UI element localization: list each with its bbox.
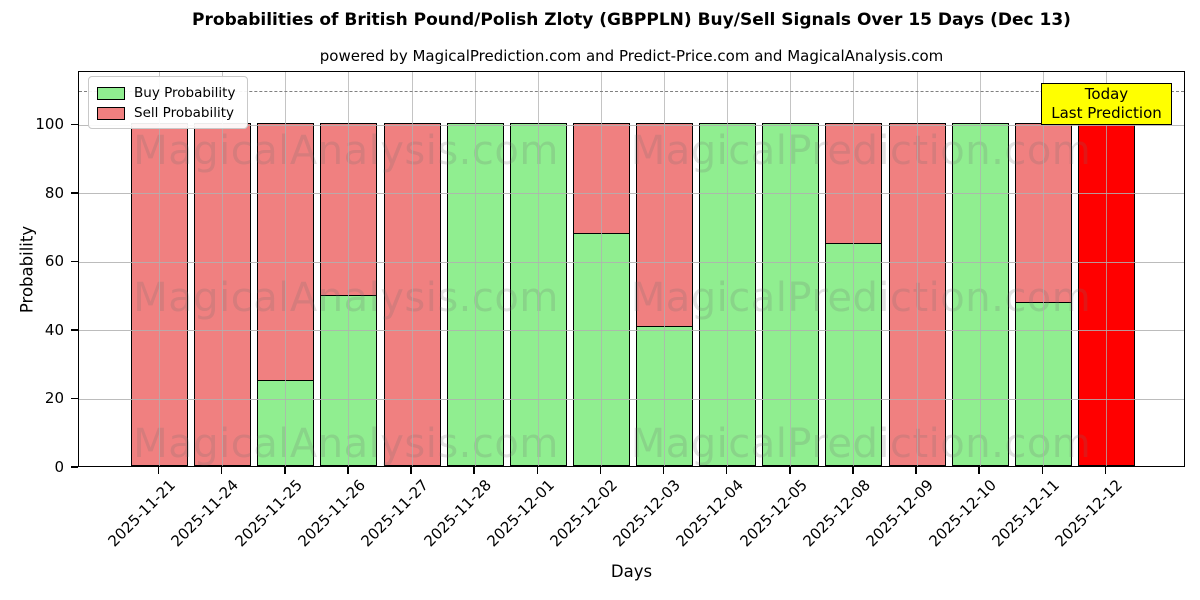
x-tick-label: 2025-12-02 bbox=[546, 476, 622, 551]
x-tick-mark bbox=[852, 467, 854, 474]
legend-label-sell: Sell Probability bbox=[134, 105, 235, 121]
today-annotation-line1: Today bbox=[1084, 85, 1129, 103]
watermark-magicalanalysis: MagicalAnalysis.com bbox=[133, 128, 559, 174]
x-tick-label: 2025-11-25 bbox=[231, 476, 306, 551]
x-tick-mark bbox=[220, 467, 223, 474]
x-tick-label: 2025-12-12 bbox=[1051, 476, 1127, 551]
y-tick-label: 0 bbox=[54, 458, 64, 476]
y-tick-mark bbox=[71, 123, 78, 126]
grid-line-vertical bbox=[600, 72, 602, 466]
x-tick-mark bbox=[978, 467, 980, 474]
x-tick-label: 2025-11-28 bbox=[420, 476, 495, 551]
x-tick-mark bbox=[536, 467, 539, 474]
y-tick-mark bbox=[71, 329, 78, 331]
grid-line-vertical bbox=[1042, 72, 1044, 466]
x-tick-label: 2025-11-26 bbox=[294, 476, 369, 551]
legend-item-buy: Buy Probability bbox=[97, 83, 247, 103]
x-tick-mark bbox=[1041, 467, 1044, 474]
x-tick-mark bbox=[725, 467, 728, 474]
x-tick-mark bbox=[157, 467, 160, 474]
x-tick-mark bbox=[284, 467, 286, 474]
grid-line-vertical bbox=[348, 72, 350, 466]
y-tick-mark bbox=[71, 397, 78, 400]
x-tick-mark bbox=[599, 467, 602, 474]
x-tick-mark bbox=[662, 467, 665, 474]
grid-line-vertical bbox=[979, 72, 981, 466]
x-axis-label: Days bbox=[610, 562, 653, 581]
grid-line-vertical bbox=[222, 72, 224, 466]
x-tick-mark bbox=[1104, 467, 1107, 474]
legend: Buy Probability Sell Probability bbox=[88, 76, 248, 129]
x-tick-label: 2025-11-24 bbox=[167, 476, 243, 551]
x-tick-label: 2025-11-21 bbox=[104, 476, 180, 551]
grid-line-horizontal bbox=[79, 261, 1184, 263]
x-tick-mark bbox=[789, 467, 791, 474]
watermark-magicalprediction: MagicalPrediction.com bbox=[630, 275, 1092, 321]
y-tick-label: 60 bbox=[44, 252, 64, 271]
grid-line-vertical bbox=[411, 72, 413, 466]
grid-line-vertical bbox=[853, 72, 855, 466]
watermark-magicalanalysis: MagicalAnalysis.com bbox=[133, 421, 559, 467]
plot-area: Buy Probability Sell Probability Today L… bbox=[78, 71, 1185, 467]
grid-line-vertical bbox=[474, 72, 476, 466]
grid-line-vertical bbox=[916, 72, 918, 466]
y-tick-mark bbox=[71, 192, 78, 194]
y-tick-label: 100 bbox=[35, 115, 64, 134]
grid-line-vertical bbox=[727, 72, 729, 466]
chart-title: Probabilities of British Pound/Polish Zl… bbox=[192, 10, 1071, 30]
x-tick-mark bbox=[915, 467, 917, 474]
watermark-magicalanalysis: MagicalAnalysis.com bbox=[133, 275, 559, 321]
grid-line-vertical bbox=[285, 72, 287, 466]
watermark-magicalprediction: MagicalPrediction.com bbox=[630, 421, 1092, 467]
dashed-guide-line bbox=[79, 91, 1184, 93]
grid-line-vertical bbox=[1105, 72, 1107, 466]
grid-line-horizontal bbox=[79, 124, 1184, 126]
y-tick-mark bbox=[71, 466, 78, 468]
x-tick-mark bbox=[410, 467, 412, 474]
grid-line-horizontal bbox=[79, 193, 1184, 195]
grid-line-vertical bbox=[664, 72, 666, 466]
y-tick-label: 40 bbox=[44, 320, 64, 339]
today-annotation-line2: Last Prediction bbox=[1051, 104, 1162, 122]
x-tick-label: 2025-12-01 bbox=[483, 476, 559, 551]
today-annotation-box: Today Last Prediction bbox=[1041, 83, 1172, 125]
grid-line-vertical bbox=[790, 72, 792, 466]
x-tick-label: 2025-12-04 bbox=[673, 476, 748, 551]
y-tick-mark bbox=[71, 260, 78, 263]
y-tick-label: 20 bbox=[44, 389, 64, 408]
legend-item-sell: Sell Probability bbox=[97, 103, 247, 123]
x-tick-mark bbox=[347, 467, 349, 474]
x-tick-label: 2025-12-11 bbox=[988, 476, 1064, 551]
grid-line-vertical bbox=[159, 72, 160, 466]
x-tick-label: 2025-11-27 bbox=[357, 476, 432, 551]
chart-subtitle: powered by MagicalPrediction.com and Pre… bbox=[319, 47, 944, 65]
grid-line-vertical bbox=[537, 72, 539, 466]
x-tick-label: 2025-12-05 bbox=[736, 476, 811, 551]
grid-line-horizontal bbox=[79, 330, 1184, 332]
y-tick-label: 80 bbox=[44, 183, 64, 202]
x-tick-label: 2025-12-08 bbox=[799, 476, 874, 551]
x-tick-mark bbox=[473, 467, 475, 474]
sell-probability-swatch bbox=[97, 106, 125, 120]
x-tick-label: 2025-12-10 bbox=[925, 476, 1000, 551]
grid-line-horizontal bbox=[79, 398, 1184, 400]
watermark-magicalprediction: MagicalPrediction.com bbox=[630, 128, 1092, 174]
buy-probability-swatch bbox=[97, 86, 125, 100]
legend-label-buy: Buy Probability bbox=[134, 85, 236, 101]
x-tick-label: 2025-12-09 bbox=[862, 476, 937, 551]
